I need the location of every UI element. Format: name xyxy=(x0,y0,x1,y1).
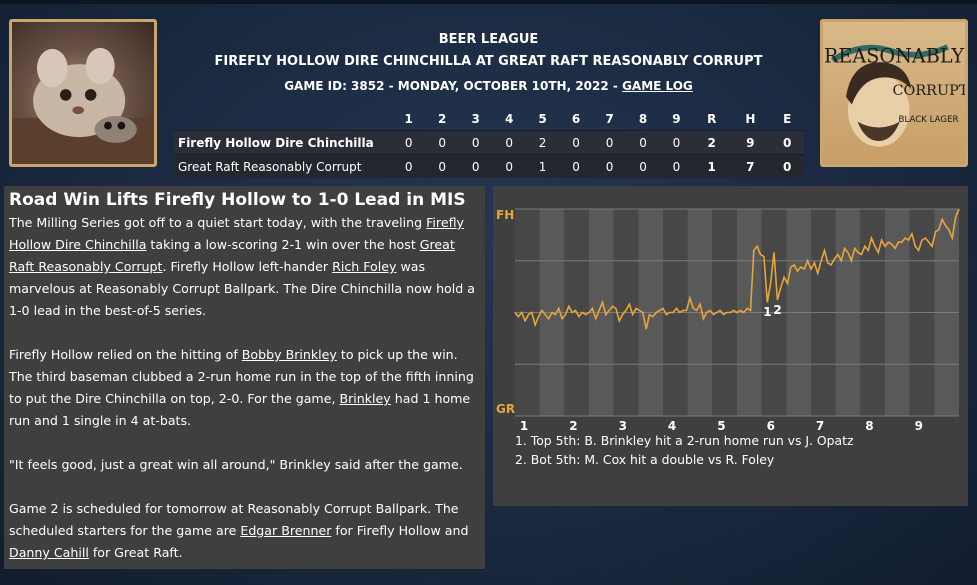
article-paragraph-3: "It feels good, just a great win all aro… xyxy=(9,457,463,472)
game-id-date: GAME ID: 3852 - MONDAY, OCTOBER 10TH, 20… xyxy=(284,79,623,93)
play-marker-1: 1 xyxy=(763,305,771,319)
away-inning-4: 0 xyxy=(492,130,526,155)
home-team-logo[interactable]: REASONABLY CORRUPT BLACK LAGER xyxy=(820,19,968,167)
edgar-brenner-link[interactable]: Edgar Brenner xyxy=(240,523,332,538)
play-marker-2: 2 xyxy=(773,303,781,317)
away-runs: 2 xyxy=(693,130,731,155)
box-score: 1 2 3 4 5 6 7 8 9 R H E Firefly Hollow D… xyxy=(174,107,804,178)
col-inning-1: 1 xyxy=(404,111,413,126)
p4-text-1: Game 2 is scheduled for tomorrow at Reas… xyxy=(9,501,459,538)
x-tick-label: 2 xyxy=(569,419,577,431)
away-inning-3: 0 xyxy=(458,130,493,155)
game-log-link[interactable]: GAME LOG xyxy=(622,79,693,93)
top-bar xyxy=(0,0,977,4)
away-team-row: Firefly Hollow Dire Chinchilla 0 0 0 0 2… xyxy=(174,130,804,155)
col-inning-8: 8 xyxy=(638,111,648,126)
box-score-header: 1 2 3 4 5 6 7 8 9 R H E xyxy=(174,107,804,131)
annotation-2: 2. Bot 5th: M. Cox hit a double vs R. Fo… xyxy=(515,452,775,467)
home-team-link[interactable]: Great Raft Reasonably Corrupt xyxy=(9,237,455,274)
home-inning-6: 0 xyxy=(559,154,593,178)
away-team-logo[interactable] xyxy=(9,19,157,167)
away-errors: 0 xyxy=(770,130,804,155)
annotation-1: 1. Top 5th: B. Brinkley hit a 2-run home… xyxy=(515,433,854,448)
x-tick-label: 8 xyxy=(865,419,873,431)
home-inning-9: 0 xyxy=(659,154,694,178)
col-inning-6: 6 xyxy=(571,111,581,126)
home-team-name[interactable]: Great Raft Reasonably Corrupt xyxy=(174,154,392,178)
rich-foley-link[interactable]: Rich Foley xyxy=(332,259,397,274)
team-column-header xyxy=(174,107,392,131)
p4-text-2: for Firefly Hollow and xyxy=(331,523,469,538)
game-info: GAME ID: 3852 - MONDAY, OCTOBER 10TH, 20… xyxy=(157,79,820,93)
x-tick-label: 1 xyxy=(520,419,528,431)
home-inning-3: 0 xyxy=(458,154,493,178)
p1-text-4: was marvelous at Reasonably Corrupt Ball… xyxy=(9,259,475,318)
p2-text-1: Firefly Hollow relied on the hitting of xyxy=(9,347,242,362)
p2-text-3: had 1 home run and 1 single in 4 at-bats… xyxy=(9,391,471,428)
x-tick-label: 7 xyxy=(816,419,824,431)
game-recap-article: Road Win Lifts Firefly Hollow to 1-0 Lea… xyxy=(4,186,485,569)
home-inning-1: 0 xyxy=(392,154,426,178)
col-inning-3: 3 xyxy=(471,111,480,126)
away-inning-9: 0 xyxy=(659,130,694,155)
article-paragraph-2: Firefly Hollow relied on the hitting of … xyxy=(9,344,480,432)
logo-text-reasonably: REASONABLY xyxy=(824,44,964,67)
col-inning-4: 4 xyxy=(504,111,514,126)
home-inning-2: 0 xyxy=(425,154,459,178)
chinchilla-icon xyxy=(12,47,154,164)
p1-text-2: taking a low-scoring 2-1 win over the ho… xyxy=(146,237,420,252)
article-paragraph-1: The Milling Series got off to a quiet st… xyxy=(9,212,480,322)
chart-annotations: 1. Top 5th: B. Brinkley hit a 2-run home… xyxy=(515,431,853,469)
home-runs: 1 xyxy=(693,154,731,178)
reasonably-corrupt-icon: REASONABLY CORRUPT BLACK LAGER xyxy=(824,44,965,147)
away-inning-6: 0 xyxy=(559,130,593,155)
x-tick-label: 9 xyxy=(915,419,923,431)
col-runs: R xyxy=(707,111,717,126)
article-headline: Road Win Lifts Firefly Hollow to 1-0 Lea… xyxy=(9,190,466,210)
matchup-title: FIREFLY HOLLOW DIRE CHINCHILLA AT GREAT … xyxy=(214,54,763,69)
league-title: BEER LEAGUE xyxy=(438,32,539,47)
home-inning-4: 0 xyxy=(492,154,526,178)
p1-text-3: . Firefly Hollow left-hander xyxy=(162,259,333,274)
logo-text-black-lager: BLACK LAGER xyxy=(899,115,959,125)
col-inning-7: 7 xyxy=(605,111,614,126)
home-inning-5: 1 xyxy=(525,154,560,178)
col-errors: E xyxy=(783,111,792,126)
danny-cahill-link[interactable]: Danny Cahill xyxy=(9,545,89,560)
x-tick-label: 5 xyxy=(717,419,725,431)
away-hits: 9 xyxy=(730,130,771,155)
x-tick-label: 6 xyxy=(767,419,775,431)
away-inning-1: 0 xyxy=(392,130,426,155)
logo-text-corrupt: CORRUPT xyxy=(893,83,965,99)
away-inning-7: 0 xyxy=(592,130,627,155)
article-paragraph-4: Game 2 is scheduled for tomorrow at Reas… xyxy=(9,498,480,564)
away-inning-2: 0 xyxy=(425,130,459,155)
home-inning-8: 0 xyxy=(626,154,660,178)
away-inning-5: 2 xyxy=(525,130,560,155)
y-top-label: FH xyxy=(496,208,514,222)
bobby-brinkley-link[interactable]: Bobby Brinkley xyxy=(241,347,337,362)
home-team-row: Great Raft Reasonably Corrupt 0 0 0 0 1 … xyxy=(174,154,804,178)
col-hits: H xyxy=(745,111,756,126)
x-tick-label: 4 xyxy=(668,419,676,431)
home-errors: 0 xyxy=(770,154,804,178)
p1-text-1: The Milling Series got off to a quiet st… xyxy=(9,215,427,230)
home-inning-7: 0 xyxy=(592,154,627,178)
col-inning-2: 2 xyxy=(438,111,447,126)
win-probability-line xyxy=(514,208,960,330)
col-inning-5: 5 xyxy=(538,111,547,126)
home-hits: 7 xyxy=(730,154,771,178)
y-bottom-label: GR xyxy=(496,402,515,416)
x-tick-label: 3 xyxy=(619,419,627,431)
away-inning-8: 0 xyxy=(626,130,660,155)
away-team-link[interactable]: Firefly Hollow Dire Chinchilla xyxy=(9,215,464,252)
away-team-name[interactable]: Firefly Hollow Dire Chinchilla xyxy=(174,130,392,155)
p2-text-2: to pick up the win. The third baseman cl… xyxy=(9,347,474,406)
brinkley-link[interactable]: Brinkley xyxy=(339,391,391,406)
p4-text-3: for Great Raft. xyxy=(88,545,183,560)
col-inning-9: 9 xyxy=(672,111,681,126)
